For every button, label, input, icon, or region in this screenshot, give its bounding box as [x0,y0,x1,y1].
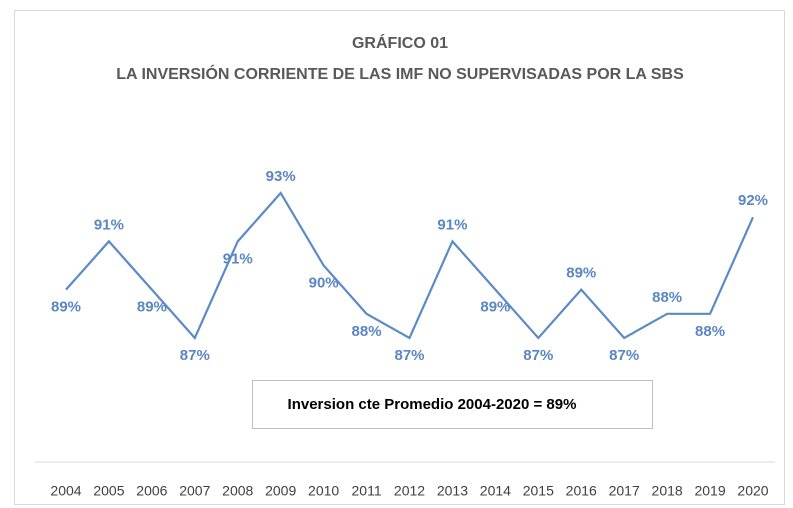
data-label: 91% [437,216,467,233]
data-label: 91% [94,216,124,233]
data-label: 92% [738,192,768,209]
x-tick-label: 2013 [437,483,468,499]
annotation-box [252,380,653,429]
data-label: 88% [352,323,382,340]
x-tick-label: 2019 [694,483,725,499]
data-label: 87% [180,347,210,364]
x-tick-label: 2008 [222,483,253,499]
data-label: 89% [480,299,510,316]
x-tick-label: 2011 [352,483,382,499]
x-tick-label: 2009 [265,483,296,499]
chart-title: GRÁFICO 01 [352,33,448,52]
data-label: 89% [137,299,167,316]
data-label: 87% [523,347,553,364]
data-line [65,191,755,341]
data-label: 93% [266,168,296,185]
x-tick-label: 2006 [136,483,167,499]
data-label: 91% [223,250,253,267]
data-label: 88% [652,289,682,306]
data-label: 87% [394,347,424,364]
data-label: 89% [51,299,81,316]
x-tick-label: 2007 [179,483,210,499]
chart-frame [14,10,785,505]
x-tick-label: 2020 [737,483,768,499]
x-tick-label: 2017 [609,483,640,499]
x-tick-label: 2014 [480,483,511,499]
data-label: 89% [566,265,596,282]
data-label: 88% [695,323,725,340]
data-label: 87% [609,347,639,364]
chart-subtitle: LA INVERSIÓN CORRIENTE DE LAS IMF NO SUP… [116,64,684,83]
data-label: 90% [309,274,339,291]
x-tick-label: 2015 [523,483,554,499]
annotation: Inversion cte Promedio 2004-2020 = 89% [288,396,577,413]
x-tick-label: 2018 [652,483,683,499]
x-tick-label: 2004 [50,483,81,499]
x-tick-label: 2016 [566,483,597,499]
x-tick-label: 2012 [394,483,425,499]
x-tick-label: 2005 [93,483,124,499]
x-tick-label: 2010 [308,483,339,499]
